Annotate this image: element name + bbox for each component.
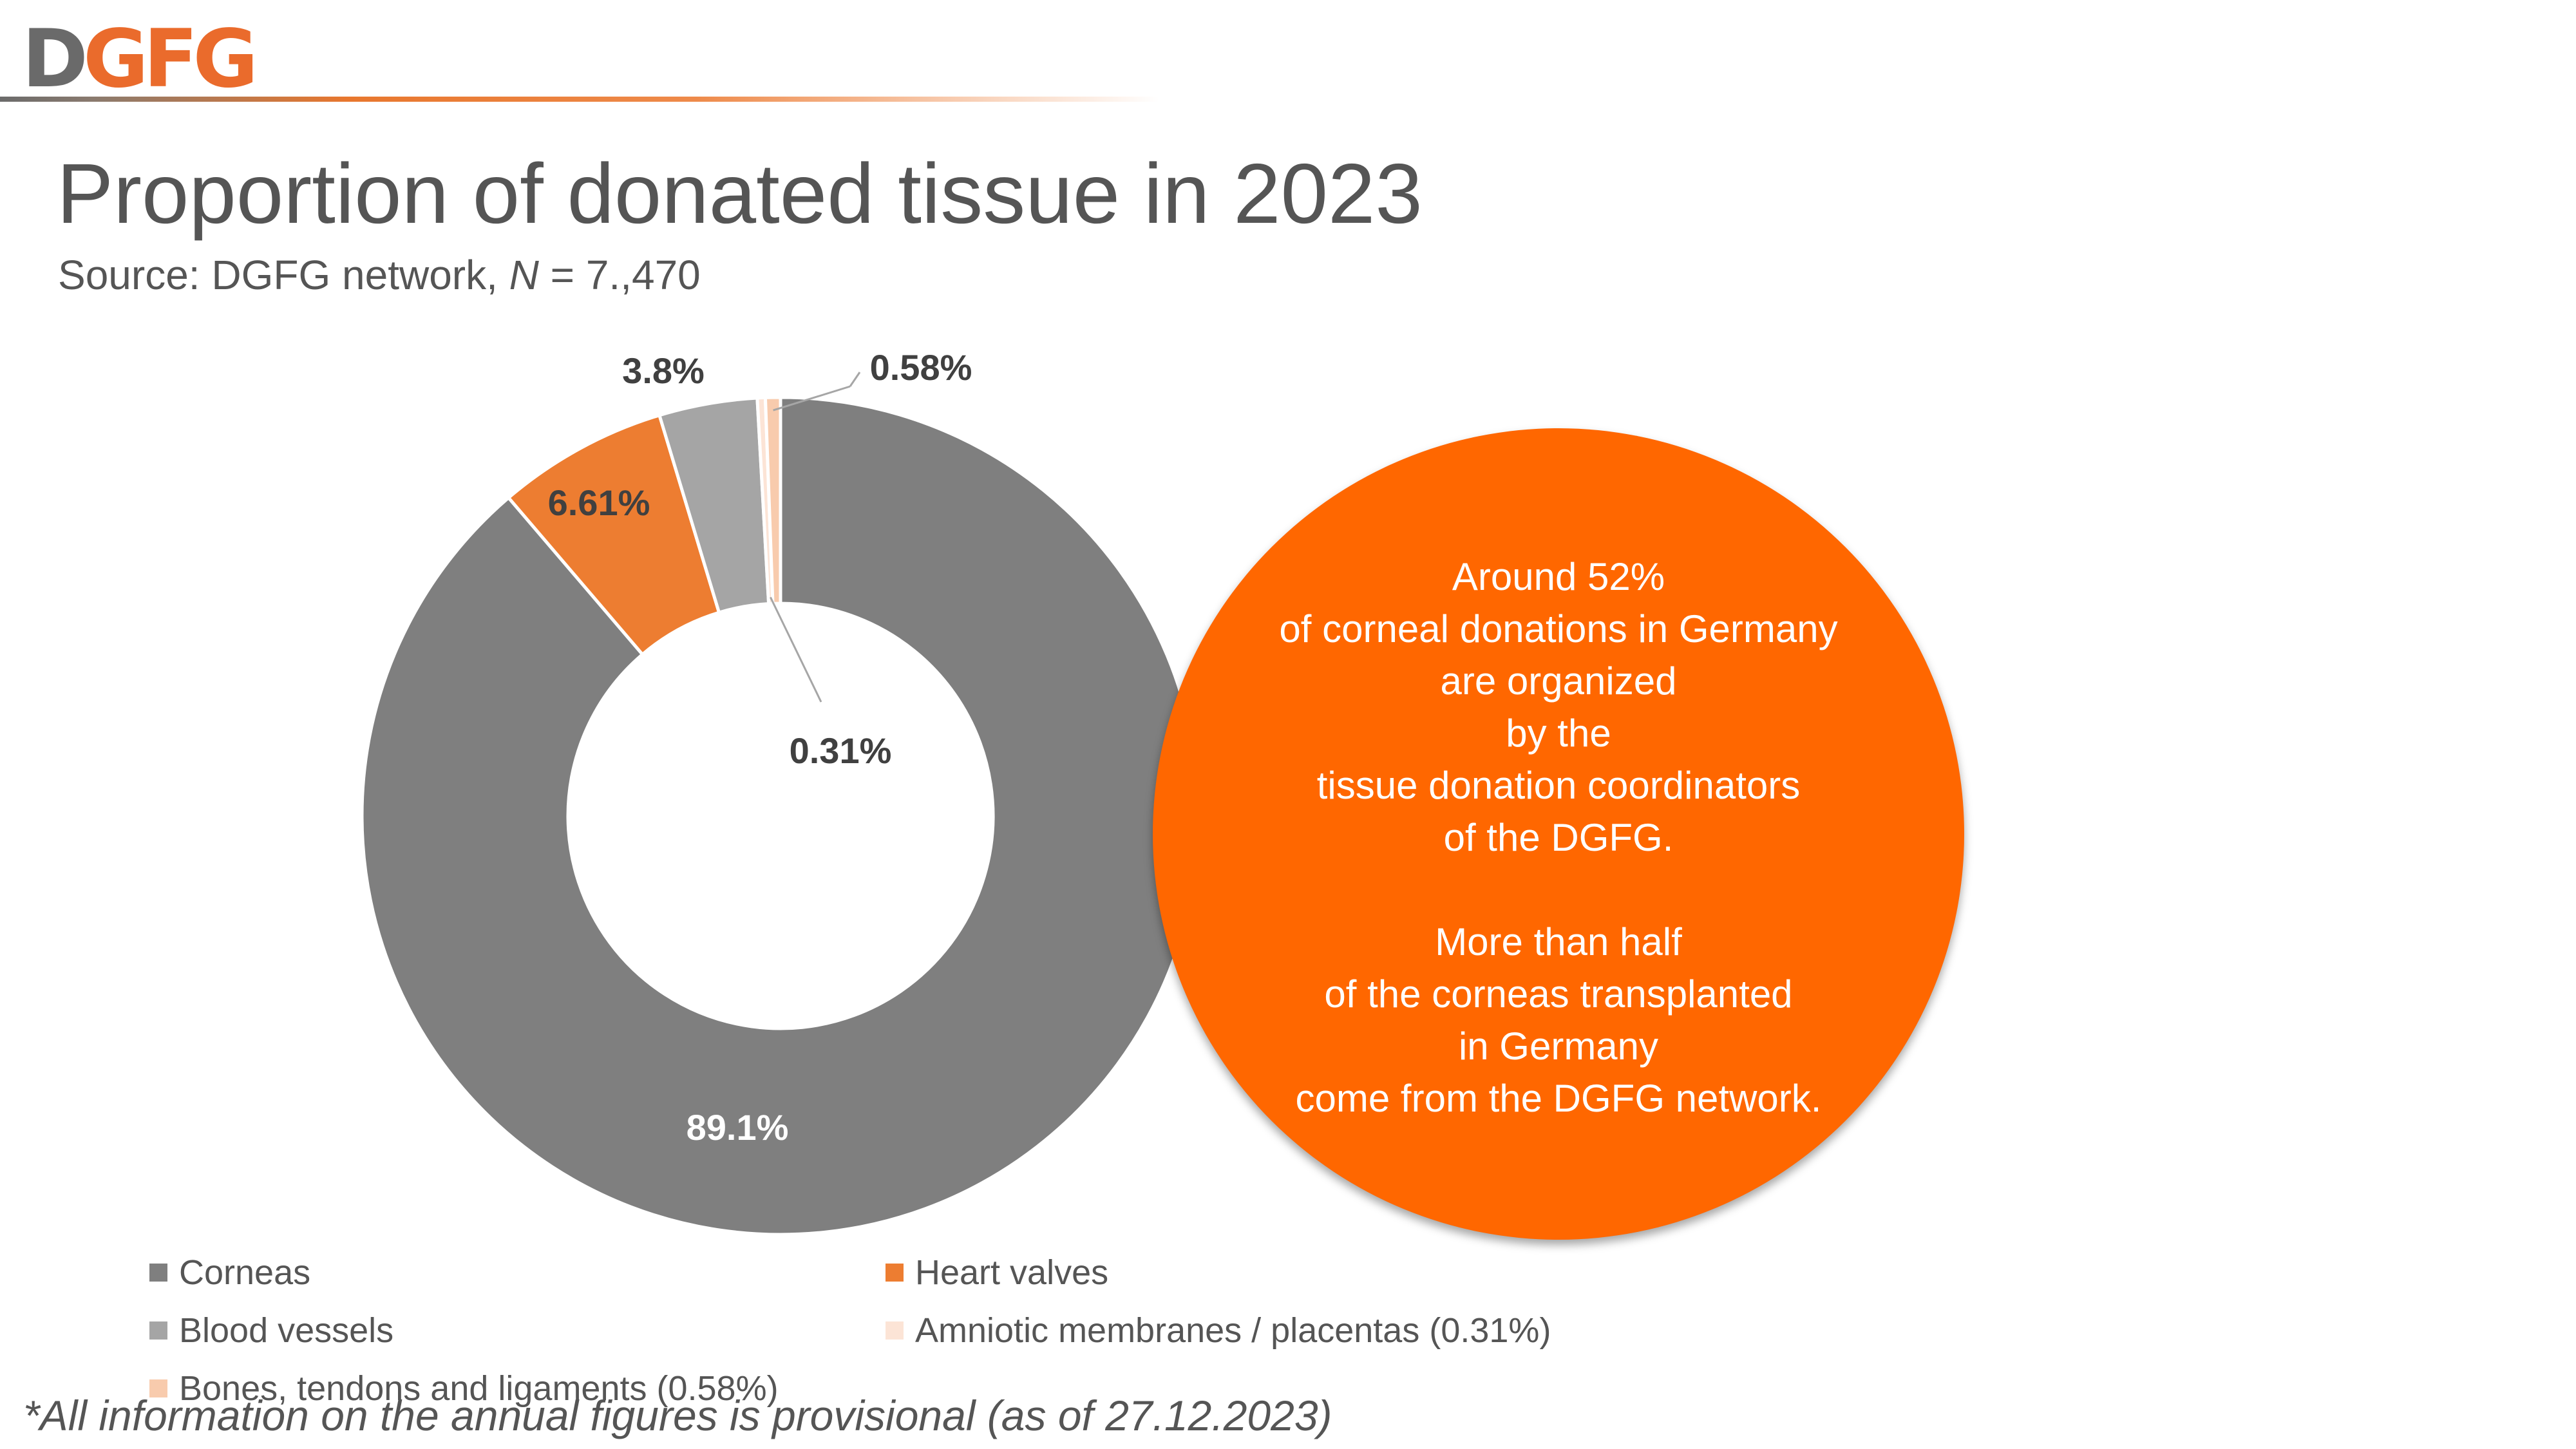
legend-item-blood-vessels: Blood vessels bbox=[149, 1311, 393, 1350]
data-label-heart-valves: 6.61% bbox=[548, 482, 650, 523]
data-label-bones: 0.58% bbox=[870, 347, 972, 388]
legend-swatch-amniotic bbox=[886, 1321, 904, 1340]
subtitle-prefix: Source: DGFG network, bbox=[58, 252, 509, 298]
header-rule bbox=[0, 97, 1159, 102]
callout-line: are organized bbox=[1440, 659, 1677, 703]
legend-label-blood-vessels: Blood vessels bbox=[179, 1311, 394, 1350]
data-label-amniotic: 0.31% bbox=[790, 730, 892, 771]
callout-text: Around 52% of corneal donations in German… bbox=[1279, 551, 1837, 1124]
legend-label-amniotic: Amniotic membranes / placentas (0.31%) bbox=[915, 1311, 1551, 1350]
data-label-blood-vessels: 3.8% bbox=[622, 350, 705, 391]
legend-swatch-corneas bbox=[149, 1264, 167, 1282]
data-label-corneas: 89.1% bbox=[687, 1107, 789, 1148]
legend-label-heart-valves: Heart valves bbox=[915, 1253, 1109, 1292]
legend-item-corneas: Corneas bbox=[149, 1253, 310, 1293]
leader-line-bones bbox=[773, 385, 851, 412]
page-subtitle: Source: DGFG network, N = 7.,470 bbox=[58, 251, 701, 299]
callout-line: Around 52% bbox=[1452, 554, 1665, 598]
legend-swatch-blood-vessels bbox=[149, 1321, 167, 1340]
footnote: *All information on the annual figures i… bbox=[23, 1392, 1332, 1439]
callout-line: by the bbox=[1506, 711, 1611, 755]
callout-line: in Germany bbox=[1458, 1024, 1659, 1068]
callout-line: of corneal donations in Germany bbox=[1279, 607, 1838, 650]
legend-label-corneas: Corneas bbox=[179, 1253, 311, 1292]
legend-swatch-bones bbox=[149, 1379, 167, 1397]
callout-line: More than half bbox=[1435, 920, 1682, 963]
legend-item-heart-valves: Heart valves bbox=[886, 1253, 1108, 1293]
legend-item-bones: Bones, tendons and ligaments (0.58%) bbox=[149, 1368, 779, 1408]
leader-line-bones-tick bbox=[849, 372, 861, 387]
legend-swatch-heart-valves bbox=[886, 1264, 904, 1282]
logo-d: D bbox=[22, 13, 88, 106]
page-title: Proportion of donated tissue in 2023 bbox=[57, 146, 1423, 241]
legend-label-bones: Bones, tendons and ligaments (0.58%) bbox=[179, 1369, 779, 1408]
subtitle-n: N bbox=[509, 252, 539, 298]
subtitle-suffix: = 7.,470 bbox=[538, 252, 701, 298]
legend-item-amniotic: Amniotic membranes / placentas (0.31%) bbox=[886, 1311, 1551, 1350]
dgfg-logo: DGFG bbox=[22, 19, 258, 99]
callout-line: come from the DGFG network. bbox=[1295, 1076, 1822, 1120]
leader-line-amniotic bbox=[770, 596, 822, 703]
callout-line: of the corneas transplanted bbox=[1324, 972, 1793, 1016]
callout-line: of the DGFG. bbox=[1443, 815, 1674, 859]
callout-line: tissue donation coordinators bbox=[1316, 763, 1801, 807]
callout-circle: Around 52% of corneal donations in German… bbox=[1153, 428, 1964, 1240]
callout-line bbox=[1279, 864, 1837, 916]
logo-gfg: GFG bbox=[82, 13, 258, 106]
